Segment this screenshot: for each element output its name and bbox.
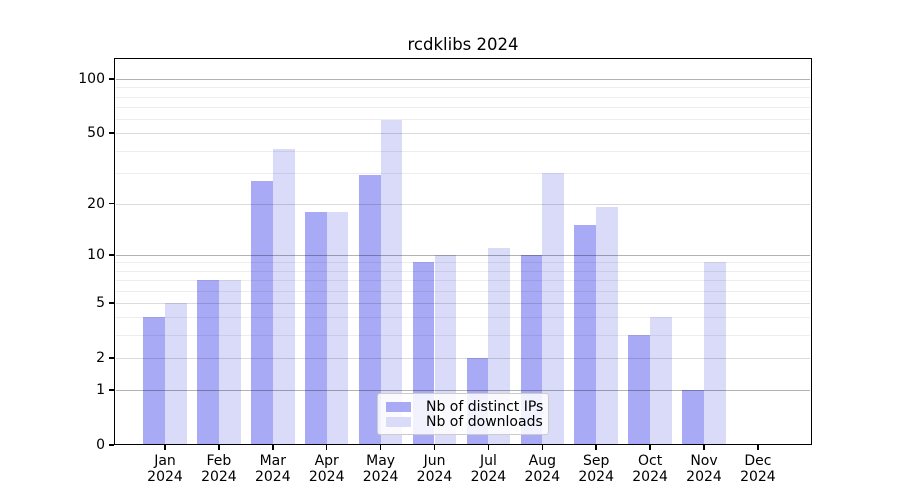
x-tick-jan [164, 445, 166, 450]
gridline-1 [116, 390, 810, 392]
y-tick-label-10: 10 [87, 246, 105, 263]
x-tick-label-oct: Oct 2024 [632, 453, 668, 485]
gridline-6 [116, 290, 810, 292]
bar-downloads-apr [326, 211, 349, 445]
y-tick-label-2: 2 [96, 349, 105, 366]
x-tick-may [379, 445, 382, 450]
bar-downloads-sep [596, 207, 618, 445]
gridline-30 [116, 172, 810, 174]
y-tick-label-5: 5 [96, 294, 105, 311]
gridline-40 [116, 150, 810, 152]
gridline-7 [116, 280, 810, 282]
y-tick-label-50: 50 [87, 125, 105, 142]
legend-row-downloads: Nb of downloads [386, 414, 543, 431]
gridline-2 [116, 357, 810, 359]
y-tick-label-1: 1 [96, 382, 105, 399]
chart-title: rcdklibs 2024 [407, 35, 519, 54]
x-tick-jul [487, 445, 490, 450]
x-tick-label-jun: Jun 2024 [416, 453, 453, 485]
x-tick-label-sep: Sep 2024 [578, 453, 614, 485]
x-tick-label-aug: Aug 2024 [524, 453, 561, 485]
y-tick-5 [109, 302, 114, 304]
gridline-20 [116, 203, 810, 205]
legend-swatch-ips [386, 401, 411, 412]
gridline-60 [116, 119, 810, 120]
y-tick-10 [109, 254, 114, 256]
bar-ips-nov [682, 390, 704, 445]
x-tick-oct [649, 445, 651, 450]
x-tick-label-nov: Nov 2024 [686, 453, 722, 485]
x-tick-aug [541, 445, 544, 450]
bar-downloads-mar [272, 148, 295, 445]
bar-downloads-may [380, 120, 403, 445]
gridline-9 [116, 262, 810, 264]
y-tick-50 [109, 132, 114, 134]
gridline-3 [116, 335, 810, 337]
legend-label-ips: Nb of distinct IPs [426, 398, 544, 415]
gridline-5 [116, 302, 810, 304]
bar-ips-may [358, 175, 381, 445]
y-tick-label-100: 100 [78, 71, 105, 88]
bar-downloads-feb [218, 280, 241, 445]
y-tick-1 [109, 389, 114, 391]
legend-row-ips: Nb of distinct IPs [386, 398, 544, 415]
bar-ips-feb [197, 280, 219, 445]
y-tick-20 [109, 202, 114, 205]
x-tick-sep [595, 445, 597, 450]
bar-downloads-jan [165, 302, 187, 445]
bar-downloads-nov [704, 262, 726, 445]
y-tick-2 [109, 357, 114, 359]
x-tick-label-may: May 2024 [362, 453, 399, 485]
gridline-70 [116, 106, 810, 108]
y-tick-100 [109, 78, 114, 80]
x-tick-label-mar: Mar 2024 [254, 453, 291, 485]
y-tick-0 [109, 444, 114, 446]
legend-label-downloads: Nb of downloads [426, 414, 543, 431]
x-tick-mar [272, 445, 274, 450]
bar-ips-sep [574, 225, 597, 445]
bar-ips-apr [304, 211, 327, 445]
x-tick-dec [757, 445, 759, 450]
x-tick-apr [325, 445, 328, 450]
gridline-90 [116, 87, 810, 89]
bar-ips-oct [628, 335, 651, 445]
bar-ips-jan [143, 317, 165, 445]
legend: Nb of distinct IPs Nb of downloads [377, 393, 549, 435]
plot-border [114, 58, 812, 445]
x-tick-jun [433, 445, 436, 450]
gridline-80 [116, 96, 810, 98]
gridline-4 [116, 317, 810, 319]
x-tick-label-dec: Dec 2024 [740, 453, 776, 485]
x-tick-label-feb: Feb 2024 [201, 453, 237, 485]
gridline-50 [116, 133, 810, 135]
y-tick-label-0: 0 [96, 437, 105, 453]
legend-swatch-downloads [386, 417, 411, 428]
bar-downloads-aug [542, 172, 565, 445]
x-tick-feb [218, 445, 220, 450]
x-tick-label-apr: Apr 2024 [308, 453, 345, 485]
gridline-100 [116, 79, 810, 81]
gridline-8 [116, 270, 810, 272]
x-tick-label-jul: Jul 2024 [470, 453, 507, 485]
bar-downloads-oct [650, 317, 672, 445]
x-tick-label-jan: Jan 2024 [147, 453, 183, 485]
x-tick-nov [703, 445, 705, 450]
bar-ips-mar [251, 180, 273, 445]
gridline-10 [116, 254, 810, 256]
y-tick-label-20: 20 [87, 195, 105, 212]
